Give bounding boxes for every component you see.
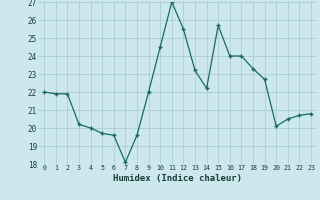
X-axis label: Humidex (Indice chaleur): Humidex (Indice chaleur) <box>113 174 242 183</box>
